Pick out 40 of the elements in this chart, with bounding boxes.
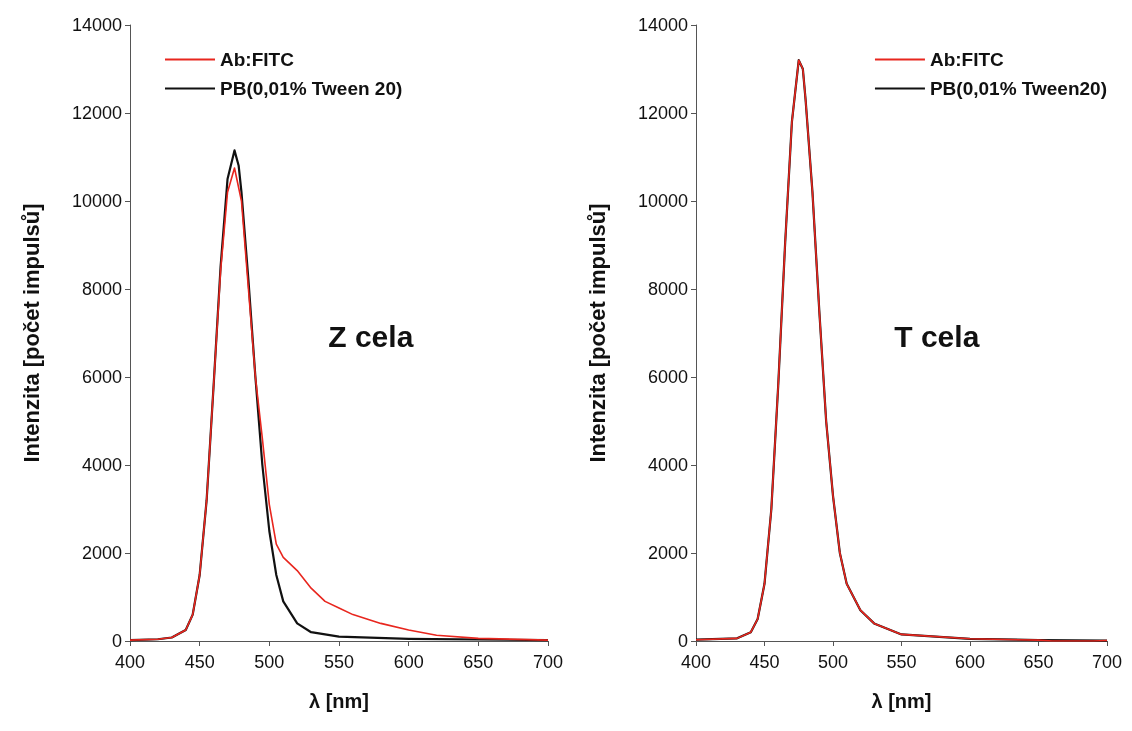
x-tick-label: 600 [954, 652, 986, 672]
y-axis-title: Intenzita [počet impulsů] [18, 203, 44, 463]
y-tick-label: 2000 [81, 543, 122, 563]
y-tick-label: 0 [111, 631, 122, 651]
x-tick-label: 450 [749, 652, 780, 672]
y-tick-label: 8000 [81, 279, 122, 299]
y-tick-label: 10000 [637, 191, 688, 211]
y-tick-label: 2000 [647, 543, 688, 563]
x-tick-label: 550 [323, 652, 355, 672]
x-tick-label: 500 [817, 652, 849, 672]
x-axis-title: λ [nm] [308, 690, 369, 712]
y-tick-label: 4000 [81, 455, 122, 475]
y-tick-label: 6000 [81, 367, 122, 387]
y-tick-label: 12000 [637, 103, 688, 123]
y-tick-label: 0 [677, 631, 688, 651]
x-tick-label: 550 [886, 652, 917, 672]
y-tick-label: 14000 [71, 15, 122, 35]
y-tick-label: 14000 [637, 15, 688, 35]
y-tick-label: 4000 [647, 455, 688, 475]
y-tick-label: 12000 [71, 103, 122, 123]
annotation: Z cela [328, 320, 414, 354]
x-tick-label: 650 [463, 652, 494, 672]
y-tick-label: 10000 [71, 191, 122, 211]
annotation: T cela [894, 320, 980, 354]
legend-label: PB(0,01% Tween 20) [220, 78, 403, 99]
y-axis-title: Intenzita [počet impulsů] [584, 203, 610, 463]
x-tick-label: 700 [532, 652, 564, 672]
legend-label: Ab:FITC [929, 49, 1005, 70]
x-axis-title: λ [nm] [871, 690, 932, 712]
x-tick-label: 700 [1091, 652, 1123, 672]
x-tick-label: 450 [184, 652, 215, 672]
x-tick-label: 400 [680, 652, 712, 672]
x-tick-label: 600 [393, 652, 424, 672]
legend-label: PB(0,01% Tween20) [929, 78, 1108, 99]
x-tick-label: 650 [1023, 652, 1054, 672]
y-tick-label: 8000 [647, 279, 688, 299]
legend-label: Ab:FITC [220, 49, 295, 70]
y-tick-label: 6000 [647, 367, 688, 387]
x-tick-label: 400 [114, 652, 146, 672]
x-tick-label: 500 [254, 652, 285, 672]
